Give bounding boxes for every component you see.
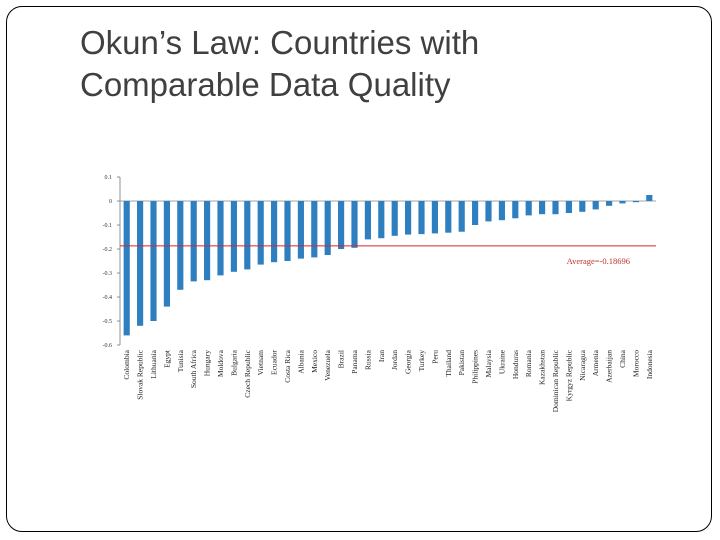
bar [592, 201, 599, 210]
x-category-label: Kazakhstan [538, 350, 547, 385]
x-category-label: Russia [363, 349, 372, 370]
bar [297, 201, 304, 259]
bar [217, 201, 224, 276]
bar [485, 201, 492, 222]
bar [163, 201, 170, 307]
x-category-label: Hungary [203, 350, 212, 376]
bar [391, 201, 398, 236]
bar [338, 201, 345, 249]
x-category-label: Morocco [631, 350, 640, 377]
x-category-label: Albania [296, 349, 305, 373]
bar [579, 201, 586, 212]
x-category-label: Malaysia [484, 349, 493, 377]
x-category-label: Bulgaria [229, 349, 238, 375]
bar [431, 201, 438, 234]
x-category-label: Peru [430, 350, 439, 364]
x-category-label: Indonesia [645, 349, 654, 379]
x-category-label: Czech Republic [243, 349, 252, 397]
x-category-label: Brazil [337, 350, 346, 368]
x-category-label: Turkey [417, 350, 426, 372]
bar [606, 201, 613, 206]
average-label: Average=-0.18696 [567, 256, 630, 266]
y-tick-label: -0.6 [103, 343, 113, 349]
x-category-label: Pakistan [457, 350, 466, 376]
x-category-label: Philippines [471, 350, 480, 384]
bar [619, 201, 626, 204]
bar [525, 201, 532, 216]
bar [378, 201, 385, 239]
bar [190, 201, 197, 282]
x-category-label: China [618, 349, 627, 368]
bar [405, 201, 412, 235]
y-tick-label: -0.1 [103, 223, 113, 229]
bar [351, 201, 358, 248]
bar [458, 201, 465, 232]
bar [284, 201, 291, 261]
y-tick-label: -0.3 [103, 271, 113, 277]
x-category-label: Thailand [444, 350, 453, 377]
x-category-label: Lithuania [149, 349, 158, 378]
bar [271, 201, 278, 263]
y-tick-label: 0 [109, 199, 112, 205]
slide-frame [6, 6, 712, 532]
x-category-label: Egypt [162, 349, 171, 368]
bar [472, 201, 479, 225]
x-category-label: Panama [350, 349, 359, 373]
bar [445, 201, 452, 233]
bar [512, 201, 519, 219]
x-category-label: Tunisia [176, 349, 185, 372]
bar [646, 195, 653, 201]
bar [324, 201, 331, 255]
x-category-label: Azerbaijan [605, 350, 614, 383]
x-category-label: Ukraine [497, 349, 506, 374]
x-category-label: Venezuela [323, 349, 332, 380]
x-category-label: Jordan [390, 350, 399, 370]
y-tick-label: -0.4 [103, 295, 113, 301]
x-category-label: Dominican Republic [551, 349, 560, 412]
bar [204, 201, 211, 281]
x-category-label: Romania [524, 349, 533, 377]
x-category-label: Kyrgyz Republic [564, 349, 573, 401]
x-category-label: Costa Rica [283, 349, 292, 382]
bar [565, 201, 572, 213]
bar [632, 201, 639, 203]
slide-title: Okun’s Law: Countries with Comparable Da… [80, 22, 680, 106]
slide-title-line-2: Comparable Data Quality [80, 66, 451, 103]
y-tick-label: 0.1 [105, 175, 113, 181]
x-category-label: Moldova [216, 349, 225, 377]
bar [257, 201, 264, 265]
x-category-label: Honduras [511, 350, 520, 379]
x-category-label: Georgia [404, 349, 413, 374]
bar [123, 201, 130, 336]
y-tick-label: -0.2 [103, 247, 113, 253]
bar [539, 201, 546, 215]
bar [498, 201, 505, 221]
bar [244, 201, 251, 270]
bar [137, 201, 144, 326]
bar [364, 201, 371, 240]
x-category-label: South Africa [189, 349, 198, 388]
x-category-label: Colombia [122, 349, 131, 379]
bar [418, 201, 425, 235]
x-category-label: Mexico [310, 350, 319, 373]
x-category-label: Ecuador [270, 350, 279, 375]
bar [150, 201, 157, 321]
bar [311, 201, 318, 258]
y-tick-label: -0.5 [103, 319, 113, 325]
bar [230, 201, 237, 272]
bar [552, 201, 559, 215]
x-category-label: Slovak Republic [136, 349, 145, 399]
x-category-label: Iran [377, 350, 386, 362]
slide-title-line-1: Okun’s Law: Countries with [80, 24, 480, 61]
x-category-label: Nicaragua [578, 349, 587, 380]
x-category-label: Vietnam [256, 350, 265, 376]
x-category-label: Armenia [591, 349, 600, 376]
